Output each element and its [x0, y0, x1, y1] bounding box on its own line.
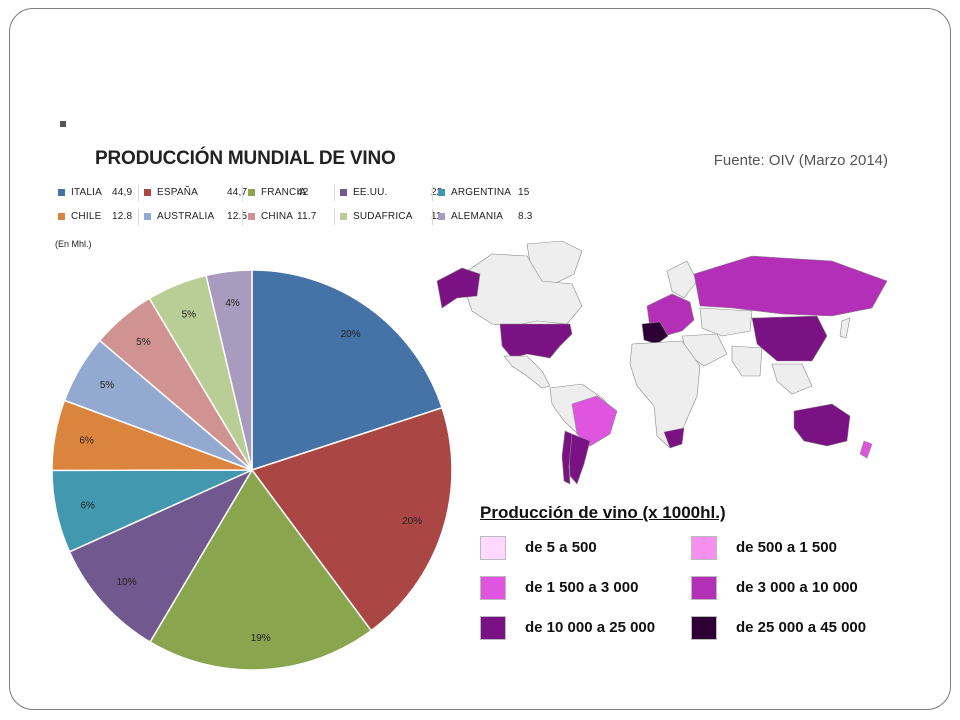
- legend-swatch: [340, 189, 347, 196]
- map-legend-label: de 500 a 1 500: [736, 539, 837, 556]
- legend-separator: [242, 185, 243, 201]
- legend-value: 42: [297, 187, 309, 198]
- map-legend-swatch: [480, 616, 506, 640]
- pie-percent-label: 20%: [402, 516, 422, 527]
- legend-label: EE.UU.: [353, 187, 388, 198]
- legend-label: AUSTRALIA: [157, 211, 215, 222]
- legend-swatch: [340, 213, 347, 220]
- legend-label: SUDAFRICA: [353, 211, 413, 222]
- legend-separator: [432, 209, 433, 225]
- legend-value: 12.8: [112, 211, 133, 222]
- legend-swatch: [58, 213, 65, 220]
- map-legend-label: de 3 000 a 10 000: [736, 579, 858, 596]
- map-legend-swatch: [691, 576, 717, 600]
- pie-slice-italia: [251, 269, 444, 472]
- legend-label: ESPAÑA: [157, 187, 199, 198]
- legend-value: 8.3: [518, 211, 533, 222]
- legend-label: ALEMANIA: [451, 211, 504, 222]
- legend-value: 15: [518, 187, 530, 198]
- map-legend-label: de 5 a 500: [525, 539, 597, 556]
- map-legend-swatch: [691, 536, 717, 560]
- legend-label: ARGENTINA: [451, 187, 512, 198]
- map-legend-label: de 1 500 a 3 000: [525, 579, 639, 596]
- pie-percent-label: 19%: [251, 633, 271, 644]
- legend-value: 12.5: [227, 211, 248, 222]
- legend-label: ITALIA: [71, 187, 103, 198]
- legend-separator: [334, 185, 335, 201]
- legend-label: CHINA: [261, 211, 294, 222]
- pie-percent-label: 6%: [80, 500, 95, 511]
- legend-swatch: [248, 189, 255, 196]
- legend-swatch: [438, 189, 445, 196]
- pie-slice-ee-uu: [68, 468, 254, 644]
- legend-swatch: [144, 189, 151, 196]
- map-legend-swatch: [480, 536, 506, 560]
- pie-percent-label: 5%: [100, 380, 115, 391]
- map-legend-title: Producción de vino (x 1000hl.): [480, 503, 726, 522]
- pie-percent-label: 10%: [117, 577, 137, 588]
- pie-percent-label: 20%: [341, 329, 361, 340]
- world-map: [436, 240, 888, 485]
- pie-slice-alemania: [205, 269, 253, 471]
- map-legend-label: de 10 000 a 25 000: [525, 619, 656, 636]
- legend-value: 44,7: [227, 187, 248, 198]
- pie-slice-francia: [149, 468, 373, 671]
- pie-percent-label: 6%: [79, 436, 94, 447]
- bullet-marker: [60, 121, 66, 127]
- legend-separator: [334, 209, 335, 225]
- legend-swatch: [144, 213, 151, 220]
- legend-value: 22: [431, 187, 443, 198]
- pie-legend: ITALIA 44,9 ESPAÑA 44,7 FRANCIA 42 EE.UU. 22 ARG…: [58, 185, 578, 231]
- legend-label: CHILE: [71, 211, 102, 222]
- source-note: Fuente: OIV (Marzo 2014): [713, 152, 888, 169]
- legend-separator: [138, 185, 139, 201]
- legend-swatch: [248, 213, 255, 220]
- legend-value: 11: [431, 211, 442, 222]
- legend-value: 44,9: [112, 187, 133, 198]
- map-legend-label: de 25 000 a 45 000: [736, 619, 867, 636]
- pie-slice-espa-a: [250, 406, 453, 632]
- legend-swatch: [58, 189, 65, 196]
- pie-percent-label: 5%: [182, 309, 197, 320]
- unit-label: (En Mhl.): [55, 239, 92, 249]
- chart-title: PRODUCCIÓN MUNDIAL DE VINO: [95, 148, 396, 169]
- legend-separator: [432, 185, 433, 201]
- legend-separator: [242, 209, 243, 225]
- map-legend-swatch: [480, 576, 506, 600]
- legend-swatch: [438, 213, 445, 220]
- legend-label: FRANCIA: [261, 187, 307, 198]
- legend-separator: [138, 209, 139, 225]
- map-legend-swatch: [691, 616, 717, 640]
- legend-value: 11.7: [297, 211, 317, 222]
- pie-percent-label: 4%: [225, 298, 240, 309]
- pie-percent-label: 5%: [136, 337, 151, 348]
